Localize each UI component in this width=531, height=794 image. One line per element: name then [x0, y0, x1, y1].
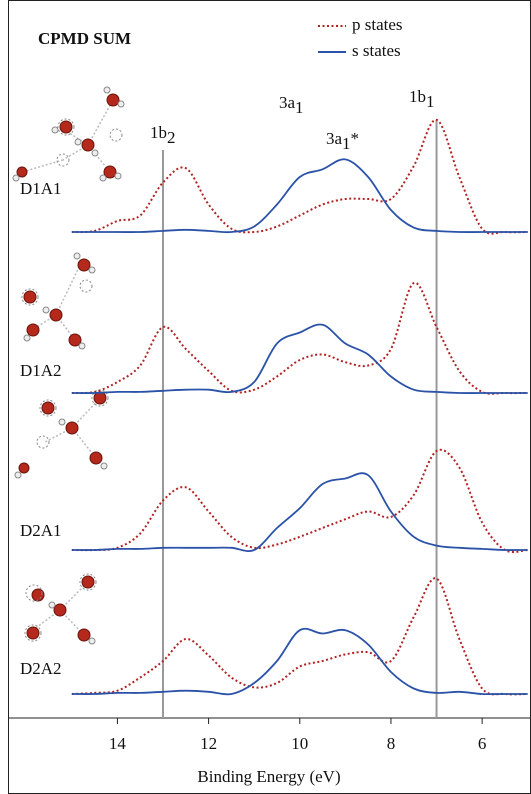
series-line — [71, 158, 528, 234]
series-line — [71, 627, 528, 696]
annotation: 1b1 — [409, 87, 435, 111]
legend-label: p states — [352, 15, 403, 34]
annotation: 3a1* — [326, 129, 359, 153]
annotation: 3a1 — [279, 93, 304, 117]
x-tick-label: 12 — [200, 734, 217, 753]
frame — [8, 0, 531, 794]
annotation-subscript: 2 — [167, 128, 176, 147]
series-line — [71, 118, 528, 235]
panel-label: D1A1 — [20, 179, 62, 198]
x-axis-label: Binding Energy (eV) — [197, 767, 340, 786]
panel-label: D1A2 — [20, 361, 62, 380]
panel-label: D2A1 — [20, 521, 62, 540]
annotation: 1b2 — [150, 123, 176, 147]
x-tick-label: 8 — [387, 734, 396, 753]
x-tick-label: 6 — [478, 734, 487, 753]
x-tick-label: 14 — [109, 734, 127, 753]
annotation-base: 1b — [409, 87, 426, 106]
series-line — [71, 577, 528, 696]
series-line — [71, 448, 528, 554]
legend-label: s states — [352, 41, 401, 60]
annotation-subscript: 1 — [342, 134, 351, 153]
annotation-subscript: 1 — [426, 92, 435, 111]
annotation-base: 3a — [326, 129, 343, 148]
chart-title: CPMD SUM — [38, 29, 131, 48]
x-tick-label: 10 — [291, 734, 308, 753]
annotation-suffix: * — [351, 129, 360, 148]
series-line — [71, 472, 528, 552]
series-line — [71, 281, 528, 395]
annotation-base: 1b — [150, 123, 167, 142]
molecule-icons — [12, 86, 125, 645]
panel-label: D2A2 — [20, 659, 62, 678]
series-line — [71, 323, 528, 394]
annotation-base: 3a — [279, 93, 296, 112]
annotation-subscript: 1 — [295, 98, 304, 117]
